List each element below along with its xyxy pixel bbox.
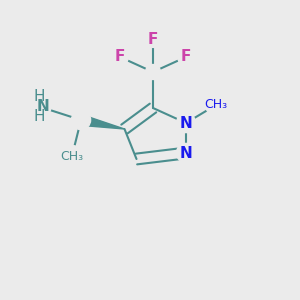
Text: H: H	[33, 109, 45, 124]
Text: N: N	[36, 99, 49, 114]
Circle shape	[178, 49, 194, 65]
Text: N: N	[180, 146, 192, 160]
Text: CH₃: CH₃	[60, 149, 84, 163]
Circle shape	[206, 94, 226, 116]
Circle shape	[112, 49, 128, 65]
Text: H: H	[33, 89, 45, 104]
Circle shape	[71, 110, 91, 130]
Text: CH₃: CH₃	[204, 98, 228, 112]
Circle shape	[145, 31, 161, 47]
Circle shape	[146, 64, 160, 80]
Text: F: F	[115, 50, 125, 64]
Text: F: F	[181, 50, 191, 64]
Circle shape	[176, 113, 196, 133]
Text: N: N	[180, 116, 192, 130]
Polygon shape	[80, 115, 124, 129]
Circle shape	[27, 94, 51, 118]
Circle shape	[176, 143, 196, 163]
Circle shape	[61, 146, 82, 167]
Text: F: F	[148, 32, 158, 46]
